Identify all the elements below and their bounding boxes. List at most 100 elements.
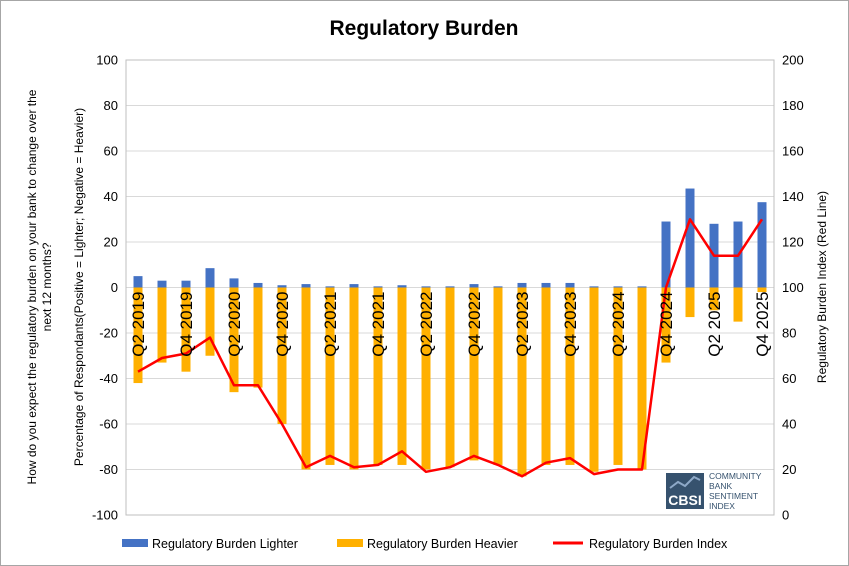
y2-tick-label: 60	[782, 371, 796, 386]
bar-lighter	[397, 285, 407, 288]
bar-heavier	[373, 287, 383, 465]
category-label: Q4 2022	[465, 292, 484, 357]
bar-heavier	[733, 287, 743, 322]
bar-heavier	[349, 287, 359, 470]
logo-trend-icon	[669, 475, 701, 489]
bar-heavier	[253, 287, 263, 388]
bar-lighter	[541, 282, 551, 288]
y2-tick-label: 100	[782, 280, 804, 295]
y-tick-label: -80	[99, 462, 118, 477]
bar-heavier	[661, 287, 671, 363]
bar-heavier	[277, 287, 287, 424]
bar-heavier	[637, 287, 647, 470]
bar-heavier	[181, 287, 191, 372]
bar-lighter	[301, 284, 311, 288]
y-tick-label: 60	[104, 144, 118, 159]
y2-tick-label: 20	[782, 462, 796, 477]
bar-lighter	[373, 286, 383, 288]
bar-heavier	[421, 287, 431, 470]
bar-heavier	[445, 287, 455, 468]
plot-border	[125, 59, 775, 516]
category-label: Q4 2025	[753, 292, 772, 357]
bar-heavier	[205, 287, 215, 356]
bar-lighter	[661, 221, 671, 288]
logo-line-1: COMMUNITY	[709, 471, 762, 481]
bar-heavier	[493, 287, 503, 465]
y-axis-label: Percentage of Respondants(Positive = Lig…	[72, 108, 86, 466]
category-label: Q2 2024	[609, 292, 628, 357]
category-label: Q2 2025	[705, 292, 724, 357]
bar-lighter	[157, 280, 167, 288]
category-label: Q2 2022	[417, 292, 436, 357]
bar-heavier	[541, 287, 551, 465]
bar-lighter	[517, 282, 527, 288]
category-label: Q4 2019	[177, 292, 196, 357]
y-tick-label: 0	[111, 280, 118, 295]
y2-tick-label: 140	[782, 189, 804, 204]
bar-heavier	[325, 287, 335, 465]
y2-tick-label: 180	[782, 98, 804, 113]
logo-line-4: INDEX	[709, 501, 735, 511]
category-labels: Q2 2019 Q4 2019 Q2 2020 Q4 2020 Q2 2021 Q4 20…	[129, 292, 772, 357]
bar-lighter	[685, 188, 695, 288]
legend-swatch-lighter	[122, 539, 148, 547]
bar-lighter	[421, 286, 431, 288]
y2-tick-label: 40	[782, 417, 796, 432]
y-axis-question-line-2: next 12 months?	[40, 242, 54, 331]
y-tick-label: -60	[99, 417, 118, 432]
bar-heavier	[685, 287, 695, 318]
bar-lighter	[277, 285, 287, 288]
y2-tick-label: 0	[782, 508, 789, 523]
chart-title: Regulatory Burden	[329, 17, 518, 40]
bar-heavier	[565, 287, 575, 465]
bar-lighter	[493, 286, 503, 288]
bars	[133, 188, 767, 477]
category-label: Q2 2023	[513, 292, 532, 357]
bar-heavier	[157, 287, 167, 363]
logo-cbsi-text: CBSI	[668, 492, 701, 508]
y-tick-label: -100	[92, 508, 118, 523]
y-tick-label: -40	[99, 371, 118, 386]
bar-lighter	[565, 282, 575, 288]
bar-lighter	[469, 284, 479, 288]
category-label: Q2 2019	[129, 292, 148, 357]
bar-heavier	[469, 287, 479, 461]
y-tick-label: 40	[104, 189, 118, 204]
secondary-y-axis-label: Regulatory Burden Index (Red Line)	[815, 191, 829, 383]
regulatory-burden-index-line	[137, 218, 764, 478]
left-axis-ticks: 100 80 60 40 20 0 -20 -40 -60 -80 -100	[92, 53, 118, 523]
legend: Regulatory Burden Lighter Regulatory Bur…	[122, 537, 728, 551]
bar-lighter	[637, 286, 647, 288]
bar-heavier	[517, 287, 527, 477]
bar-heavier	[589, 287, 599, 472]
y2-tick-label: 160	[782, 144, 804, 159]
category-label: Q2 2020	[225, 292, 244, 357]
y2-tick-label: 120	[782, 235, 804, 250]
y-tick-label: -20	[99, 326, 118, 341]
logo-line-3: SENTIMENT	[709, 491, 758, 501]
bar-lighter	[445, 286, 455, 288]
bar-lighter	[349, 284, 359, 288]
category-label: Q4 2021	[369, 292, 388, 357]
y-tick-label: 20	[104, 235, 118, 250]
bar-lighter	[613, 286, 623, 288]
bar-lighter	[181, 280, 191, 288]
bar-heavier	[301, 287, 311, 470]
category-label: Q2 2021	[321, 292, 340, 357]
category-label: Q4 2024	[657, 292, 676, 357]
bar-lighter	[205, 268, 215, 288]
legend-label-lighter: Regulatory Burden Lighter	[152, 537, 298, 551]
category-label: Q4 2020	[273, 292, 292, 357]
y-tick-label: 100	[96, 53, 118, 68]
legend-label-heavier: Regulatory Burden Heavier	[367, 537, 518, 551]
bar-lighter	[133, 276, 143, 288]
bar-heavier	[229, 287, 239, 393]
y-tick-label: 80	[104, 98, 118, 113]
bar-lighter	[325, 286, 335, 288]
legend-label-index: Regulatory Burden Index	[589, 537, 728, 551]
y2-tick-label: 200	[782, 53, 804, 68]
bar-lighter	[229, 278, 239, 288]
bar-lighter	[253, 282, 263, 288]
